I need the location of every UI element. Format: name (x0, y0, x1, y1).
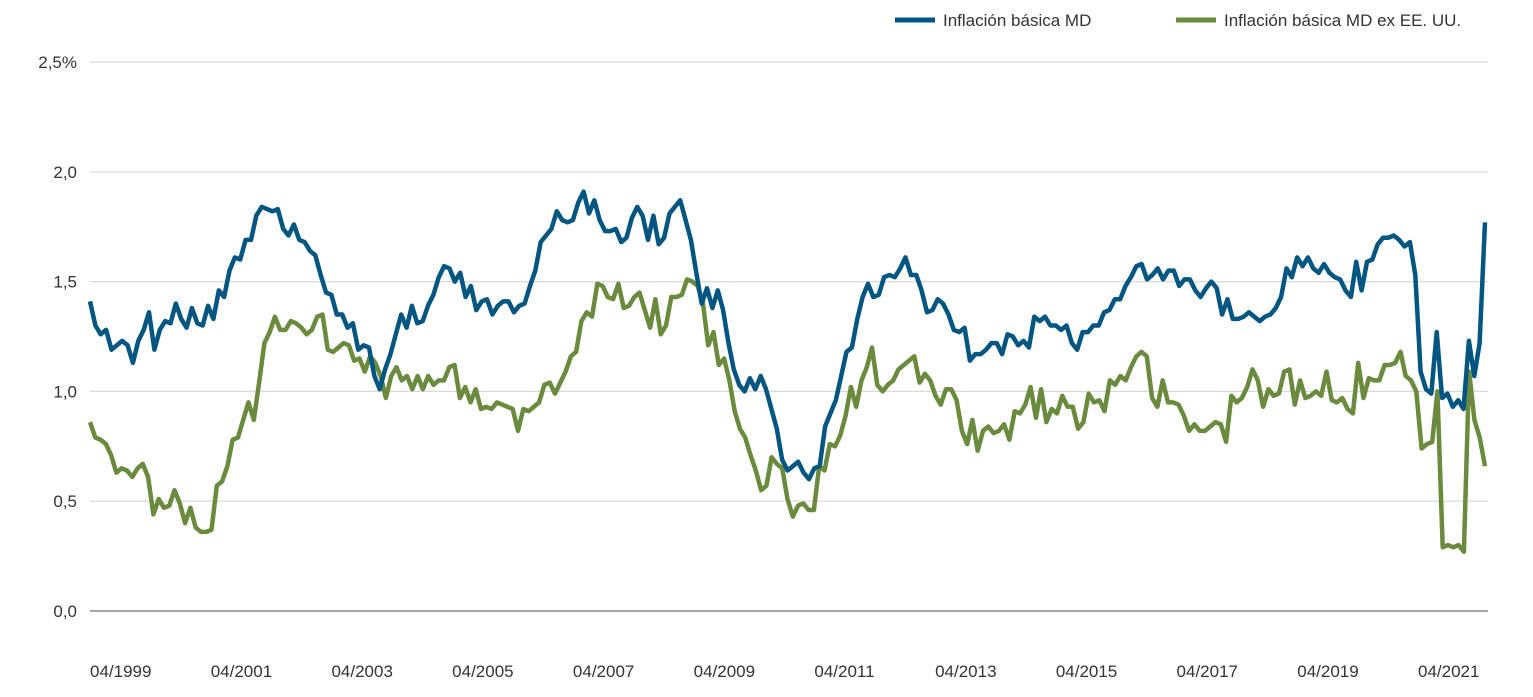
x-tick-label: 04/2021 (1418, 662, 1479, 681)
legend: Inflación básica MD Inflación básica MD … (895, 11, 1461, 30)
x-tick-label: 04/1999 (90, 662, 151, 681)
x-tick-label: 04/2007 (573, 662, 634, 681)
x-tick-label: 04/2003 (331, 662, 392, 681)
legend-label-md-ex-us: Inflación básica MD ex EE. UU. (1224, 11, 1461, 30)
x-tick-label: 04/2009 (694, 662, 755, 681)
x-axis-tick-labels: 04/1999 04/2001 04/2003 04/2005 04/2007 04/20… (90, 662, 1479, 681)
legend-label-md: Inflación básica MD (943, 11, 1091, 30)
series-line-md (87, 189, 1488, 482)
x-tick-label: 04/2017 (1177, 662, 1238, 681)
x-tick-label: 04/2019 (1297, 662, 1358, 681)
x-tick-label: 04/2013 (935, 662, 996, 681)
x-tick-label: 04/2011 (814, 662, 874, 681)
series-line-md-ex-us (87, 277, 1488, 554)
y-tick-label: 2,5% (38, 53, 77, 72)
x-tick-label: 04/2001 (211, 662, 272, 681)
series-lines (87, 189, 1488, 554)
y-tick-label: 2,0 (53, 163, 77, 182)
y-axis-tick-labels: 0,0 0,5 1,0 1,5 2,0 2,5% (38, 53, 77, 621)
x-tick-label: 04/2015 (1056, 662, 1117, 681)
y-tick-label: 0,0 (53, 602, 77, 621)
gridlines (90, 61, 1488, 612)
y-tick-label: 1,0 (53, 382, 77, 401)
y-tick-label: 1,5 (53, 273, 77, 292)
x-tick-label: 04/2005 (452, 662, 513, 681)
y-tick-label: 0,5 (53, 492, 77, 511)
